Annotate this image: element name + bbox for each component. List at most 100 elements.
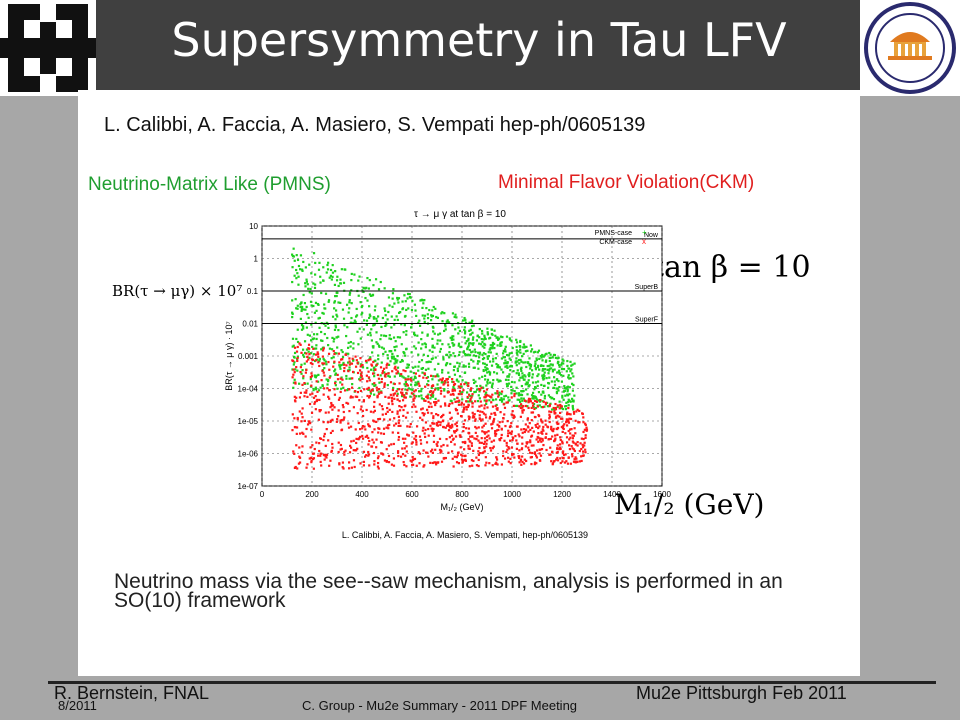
scatter-point [459, 383, 463, 386]
scatter-point [300, 328, 304, 331]
scatter-point [453, 373, 457, 376]
scatter-point [377, 392, 381, 395]
scatter-point [372, 284, 375, 287]
scatter-point [299, 317, 302, 320]
y-tick-label: 0.001 [238, 352, 259, 361]
scatter-point [309, 287, 312, 291]
scatter-point [524, 375, 527, 378]
scatter-point [451, 457, 454, 460]
scatter-point [349, 377, 353, 380]
scatter-point [564, 453, 567, 456]
scatter-point [296, 272, 299, 275]
scatter-point [452, 343, 455, 346]
scatter-point [441, 343, 444, 346]
scatter-point [471, 338, 475, 341]
scatter-point [496, 336, 499, 339]
scatter-point [376, 373, 379, 377]
scatter-point [461, 454, 464, 457]
scatter-point [534, 386, 537, 389]
scatter-point [521, 375, 524, 378]
scatter-point [405, 383, 408, 386]
scatter-point [396, 366, 400, 369]
scatter-point [437, 420, 440, 423]
scatter-point [404, 380, 407, 384]
scatter-point [496, 463, 499, 466]
scatter-point [483, 336, 486, 339]
scatter-point [504, 378, 508, 381]
scatter-point [515, 345, 518, 349]
scatter-point [402, 460, 405, 464]
y-tick-label: 0.1 [247, 287, 259, 296]
scatter-point [491, 384, 494, 387]
scatter-point [296, 304, 299, 307]
scatter-point [368, 293, 372, 296]
scatter-point [384, 375, 387, 378]
scatter-point [435, 374, 439, 377]
scatter-point [559, 403, 562, 407]
scatter-point [397, 372, 400, 375]
scatter-point [315, 344, 318, 347]
scatter-point [502, 356, 505, 359]
scatter-point [339, 364, 343, 367]
scatter-point [563, 384, 566, 388]
scatter-point [410, 460, 413, 463]
scatter-point [506, 361, 509, 364]
scatter-point [519, 376, 522, 379]
scatter-point [457, 332, 460, 335]
scatter-point [294, 426, 297, 429]
scatter-point [484, 352, 487, 356]
scatter-point [352, 358, 355, 361]
scatter-point [432, 415, 435, 418]
scatter-point [397, 450, 400, 453]
scatter-point [439, 339, 442, 342]
scatter-point [424, 451, 428, 454]
scatter-point [567, 376, 570, 379]
scatter-point [349, 362, 352, 365]
scatter-point [348, 451, 352, 454]
scatter-point [309, 375, 312, 379]
scatter-point [325, 321, 328, 324]
scatter-point [382, 352, 385, 356]
scatter-point [527, 401, 530, 404]
scatter-point [510, 432, 513, 436]
scatter-point [546, 405, 550, 408]
scatter-point [421, 418, 424, 421]
scatter-point [348, 360, 351, 363]
scatter-point [483, 432, 487, 435]
scatter-point [529, 350, 533, 353]
scatter-point [444, 456, 447, 460]
scatter-point [458, 365, 461, 368]
scatter-point [422, 302, 425, 305]
scatter-point [418, 360, 421, 364]
scatter-point [427, 367, 430, 370]
scatter-point [317, 317, 320, 320]
scatter-point [429, 397, 432, 400]
scatter-point [534, 367, 537, 370]
scatter-point [358, 369, 362, 372]
scatter-point [365, 434, 369, 437]
scatter-point [387, 296, 391, 299]
scatter-point [333, 328, 337, 332]
scatter-point [479, 384, 482, 388]
scatter-point [560, 363, 563, 366]
scatter-point [322, 421, 325, 424]
scatter-point [541, 437, 544, 441]
scatter-point [566, 393, 569, 396]
scatter-point [296, 369, 299, 372]
scatter-point [502, 371, 505, 374]
scatter-point [528, 371, 531, 375]
scatter-point [405, 445, 408, 448]
scatter-point [351, 396, 354, 399]
scatter-point [460, 458, 464, 461]
scatter-point [445, 437, 448, 441]
scatter-point [499, 341, 502, 344]
x-tick-label: 1400 [603, 490, 621, 499]
scatter-point [553, 376, 556, 379]
scatter-point [568, 386, 571, 389]
scatter-point [308, 420, 311, 423]
scatter-point [321, 355, 324, 358]
scatter-point [442, 419, 445, 422]
scatter-point [542, 373, 545, 376]
scatter-point [387, 396, 390, 399]
scatter-point [584, 423, 587, 427]
